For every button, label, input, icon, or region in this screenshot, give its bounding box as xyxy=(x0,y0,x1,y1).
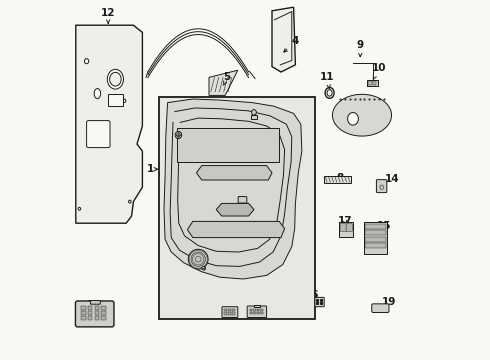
Bar xyxy=(257,309,259,311)
FancyBboxPatch shape xyxy=(346,224,352,231)
FancyBboxPatch shape xyxy=(222,307,238,318)
Bar xyxy=(257,312,259,314)
Bar xyxy=(95,316,99,320)
Bar xyxy=(88,316,92,320)
FancyBboxPatch shape xyxy=(376,180,387,193)
Ellipse shape xyxy=(84,59,89,64)
Bar xyxy=(228,312,231,315)
Polygon shape xyxy=(339,222,353,237)
Ellipse shape xyxy=(175,131,182,139)
Text: 20: 20 xyxy=(213,300,227,310)
Polygon shape xyxy=(76,25,143,223)
Text: 5: 5 xyxy=(223,72,231,85)
Bar xyxy=(365,243,386,248)
Text: 19: 19 xyxy=(382,297,396,307)
Ellipse shape xyxy=(107,69,123,89)
Polygon shape xyxy=(324,176,351,183)
Ellipse shape xyxy=(347,112,358,125)
Bar xyxy=(365,237,386,242)
Bar xyxy=(373,81,376,85)
Polygon shape xyxy=(176,128,279,162)
Ellipse shape xyxy=(78,207,81,210)
Bar xyxy=(101,311,106,315)
Text: 13: 13 xyxy=(244,190,259,200)
Bar xyxy=(261,309,263,311)
Text: 3: 3 xyxy=(255,101,265,112)
Bar xyxy=(88,311,92,315)
Bar xyxy=(232,309,235,311)
Bar xyxy=(81,306,86,310)
FancyBboxPatch shape xyxy=(372,304,389,312)
Bar xyxy=(250,309,252,311)
Ellipse shape xyxy=(123,99,126,103)
Bar xyxy=(95,306,99,310)
Text: 10: 10 xyxy=(372,63,386,79)
Text: 7: 7 xyxy=(199,269,206,279)
Bar xyxy=(108,94,122,106)
Ellipse shape xyxy=(176,133,180,137)
Polygon shape xyxy=(364,222,387,254)
Bar xyxy=(250,312,252,314)
Bar xyxy=(254,305,260,307)
Text: 21: 21 xyxy=(262,297,277,307)
Ellipse shape xyxy=(188,249,208,269)
Bar xyxy=(224,309,227,311)
Text: 15: 15 xyxy=(377,221,392,231)
Bar xyxy=(101,316,106,320)
Bar xyxy=(159,97,315,319)
Bar xyxy=(232,312,235,315)
Bar xyxy=(261,312,263,314)
Bar xyxy=(253,309,256,311)
Polygon shape xyxy=(187,221,285,238)
Text: 8: 8 xyxy=(331,173,344,183)
Text: 17: 17 xyxy=(338,216,352,226)
Text: 1: 1 xyxy=(147,164,154,174)
Bar xyxy=(95,311,99,315)
Bar xyxy=(251,115,257,119)
FancyBboxPatch shape xyxy=(315,297,324,307)
Ellipse shape xyxy=(191,252,205,266)
Polygon shape xyxy=(216,203,254,216)
Text: 12: 12 xyxy=(101,8,116,23)
Ellipse shape xyxy=(202,266,205,270)
FancyBboxPatch shape xyxy=(238,197,247,203)
Bar xyxy=(253,312,256,314)
FancyBboxPatch shape xyxy=(75,301,114,327)
Polygon shape xyxy=(368,80,378,86)
FancyBboxPatch shape xyxy=(87,121,110,148)
Bar xyxy=(368,81,372,85)
Bar xyxy=(81,316,86,320)
Ellipse shape xyxy=(128,200,131,203)
Text: 16: 16 xyxy=(304,290,319,300)
Text: 14: 14 xyxy=(382,174,399,184)
FancyBboxPatch shape xyxy=(340,224,346,231)
Bar xyxy=(228,309,231,311)
Polygon shape xyxy=(333,94,392,136)
Text: 18: 18 xyxy=(87,300,102,310)
Text: 6: 6 xyxy=(246,217,259,229)
Text: 11: 11 xyxy=(320,72,334,88)
Ellipse shape xyxy=(252,110,256,115)
FancyBboxPatch shape xyxy=(247,306,267,318)
FancyBboxPatch shape xyxy=(91,301,100,304)
Polygon shape xyxy=(196,166,272,180)
Polygon shape xyxy=(209,70,238,95)
Polygon shape xyxy=(272,7,295,72)
Bar xyxy=(224,312,227,315)
Text: 2: 2 xyxy=(171,114,178,130)
Bar xyxy=(365,230,386,235)
Ellipse shape xyxy=(94,89,100,99)
Bar xyxy=(88,306,92,310)
Ellipse shape xyxy=(110,72,121,86)
Bar xyxy=(365,224,386,229)
Bar xyxy=(81,311,86,315)
Polygon shape xyxy=(164,99,302,279)
Text: 4: 4 xyxy=(284,36,299,52)
Text: 9: 9 xyxy=(357,40,364,57)
Bar xyxy=(101,306,106,310)
